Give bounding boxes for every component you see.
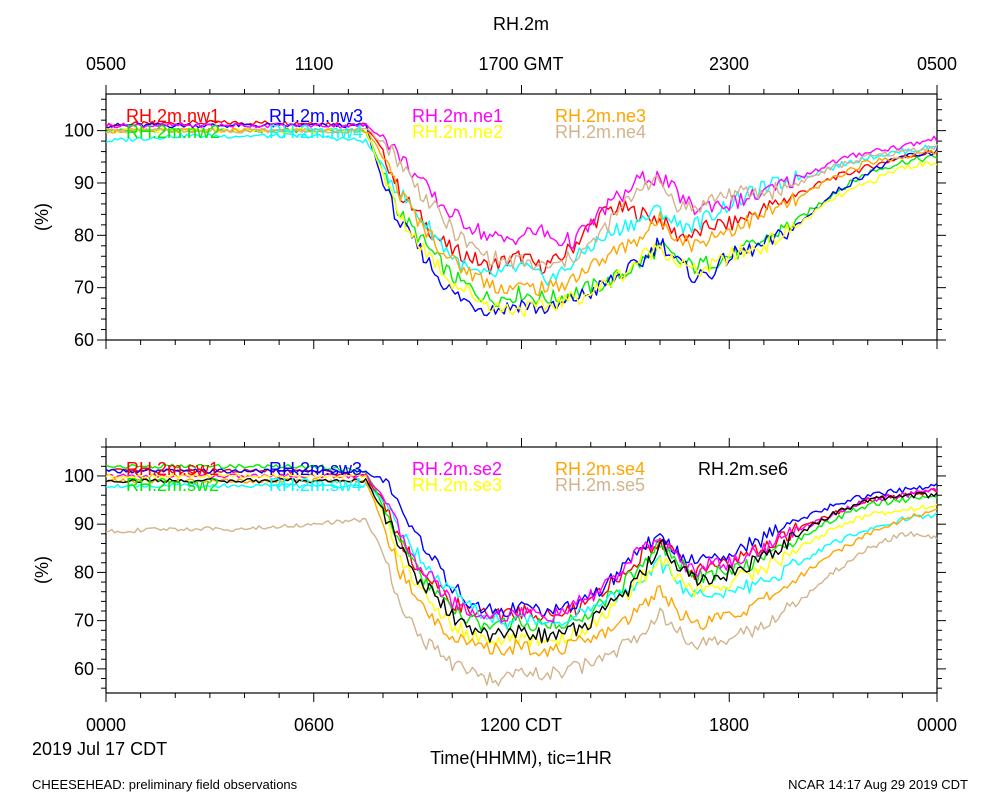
legend-entry-rh-2m-ne4: RH.2m.ne4 bbox=[555, 122, 646, 142]
top-tick-label: 1100 bbox=[295, 54, 334, 74]
series-line-rh-2m-ne3 bbox=[105, 127, 938, 297]
bottom-tick-label: 0600 bbox=[294, 715, 334, 735]
bottom-tick-label: 0000 bbox=[86, 715, 126, 735]
y-tick-label: 90 bbox=[74, 173, 94, 193]
legend-entry-rh-2m-sw3: RH.2m.sw3 bbox=[269, 459, 362, 479]
legend-entry-rh-2m-ne3: RH.2m.ne3 bbox=[555, 106, 646, 126]
legend-entry-rh-2m-nw1: RH.2m.nw1 bbox=[126, 106, 220, 126]
top-tick-label: 1700 GMT bbox=[478, 54, 563, 74]
series-line-rh-2m-nw2 bbox=[105, 127, 938, 307]
series-line-rh-2m-ne2 bbox=[105, 127, 938, 318]
legend-entry-rh-2m-se2: RH.2m.se2 bbox=[412, 459, 502, 479]
bottom-panel-frame bbox=[105, 446, 938, 694]
series-line-rh-2m-se6 bbox=[105, 477, 938, 644]
top-axis-labels: 0500 1100 1700 GMT 2300 0500 bbox=[86, 54, 957, 74]
legend-entry-rh-2m-ne1: RH.2m.ne1 bbox=[412, 106, 503, 126]
top-panel-ticks bbox=[97, 85, 946, 349]
legend-entry-rh-2m-se3: RH.2m.se3 bbox=[412, 475, 502, 495]
legend-entry-rh-2m-nw4: RH.2m.nw4 bbox=[269, 122, 363, 142]
date-label: 2019 Jul 17 CDT bbox=[32, 739, 167, 759]
series-line-rh-2m-nw1 bbox=[105, 119, 938, 275]
top-tick-label: 2300 bbox=[709, 54, 749, 74]
series-line-rh-2m-se2 bbox=[105, 473, 938, 624]
y-tick-label: 90 bbox=[74, 514, 94, 534]
legend-entry-rh-2m-nw3: RH.2m.nw3 bbox=[269, 106, 363, 126]
series-line-rh-2m-se4 bbox=[105, 477, 938, 658]
bottom-panel-y-tick-labels: 60 70 80 90 100 bbox=[64, 466, 94, 679]
series-line-rh-2m-ne1 bbox=[105, 122, 938, 250]
y-tick-label: 100 bbox=[64, 466, 94, 486]
bottom-axis-labels: 0000 0600 1200 CDT 1800 0000 bbox=[86, 715, 957, 735]
bottom-panel-ticks bbox=[97, 438, 946, 702]
series-line-rh-2m-sw3 bbox=[105, 468, 938, 618]
series-line-rh-2m-ne4 bbox=[105, 127, 938, 271]
x-axis-label: Time(HHMM), tic=1HR bbox=[430, 748, 612, 768]
legend-entry-rh-2m-sw2: RH.2m.sw2 bbox=[126, 475, 219, 495]
series-line-rh-2m-sw2 bbox=[105, 463, 938, 632]
legend-entry-rh-2m-se5: RH.2m.se5 bbox=[555, 475, 645, 495]
top-tick-label: 0500 bbox=[917, 54, 957, 74]
bottom-tick-label: 0000 bbox=[917, 715, 957, 735]
bottom-tick-label: 1800 bbox=[709, 715, 749, 735]
chart-title: RH.2m bbox=[493, 14, 549, 34]
y-tick-label: 70 bbox=[74, 611, 94, 631]
series-line-rh-2m-sw4 bbox=[105, 482, 938, 629]
bottom-panel-ylabel: (%) bbox=[32, 556, 52, 584]
y-tick-label: 80 bbox=[74, 225, 94, 245]
bottom-panel-series bbox=[105, 463, 938, 687]
top-tick-label: 0500 bbox=[86, 54, 126, 74]
y-tick-label: 80 bbox=[74, 562, 94, 582]
y-tick-label: 70 bbox=[74, 278, 94, 298]
top-panel-ylabel: (%) bbox=[32, 203, 52, 231]
series-line-rh-2m-se3 bbox=[105, 473, 938, 648]
y-tick-label: 100 bbox=[64, 121, 94, 141]
legend-entry-rh-2m-sw4: RH.2m.sw4 bbox=[269, 475, 362, 495]
footer-right: NCAR 14:17 Aug 29 2019 CDT bbox=[788, 777, 968, 792]
legend-entry-rh-2m-sw1: RH.2m.sw1 bbox=[126, 459, 219, 479]
top-panel-y-tick-labels: 60 70 80 90 100 bbox=[64, 121, 94, 350]
y-tick-label: 60 bbox=[74, 659, 94, 679]
top-panel-series bbox=[105, 119, 938, 318]
legend-entry-rh-2m-se6: RH.2m.se6 bbox=[698, 459, 788, 479]
series-line-rh-2m-nw3 bbox=[105, 122, 938, 317]
y-tick-label: 60 bbox=[74, 330, 94, 350]
legend-entry-rh-2m-se4: RH.2m.se4 bbox=[555, 459, 645, 479]
series-line-rh-2m-nw4 bbox=[105, 132, 938, 286]
series-line-rh-2m-se5 bbox=[105, 517, 938, 687]
footer-left: CHEESEHEAD: preliminary field observatio… bbox=[32, 777, 298, 792]
legend-entry-rh-2m-ne2: RH.2m.ne2 bbox=[412, 122, 503, 142]
bottom-tick-label: 1200 CDT bbox=[480, 715, 562, 735]
legend-entry-rh-2m-nw2: RH.2m.nw2 bbox=[126, 122, 220, 142]
series-line-rh-2m-sw1 bbox=[105, 468, 938, 623]
